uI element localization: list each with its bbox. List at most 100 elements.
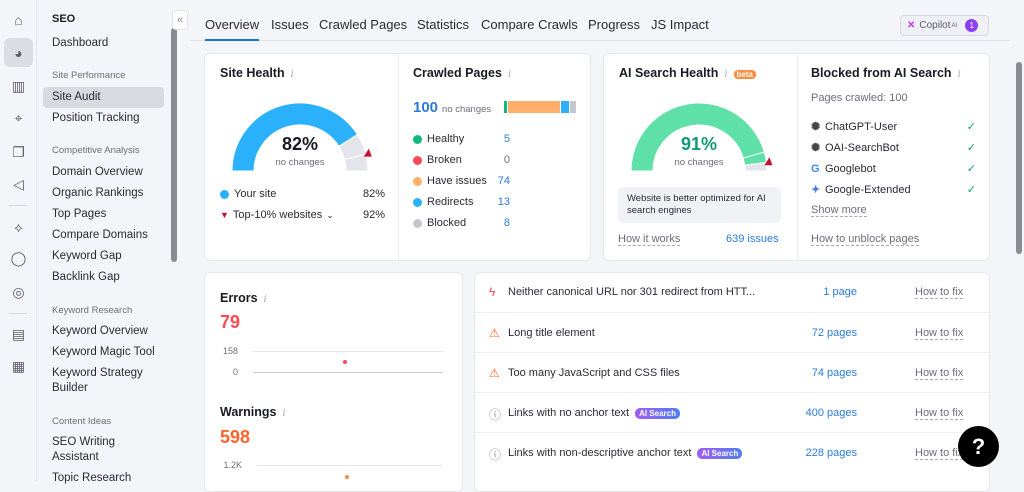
sidebar: SEO Dashboard Site Performance Site Audi… — [38, 0, 168, 484]
help-button[interactable]: ? — [958, 426, 999, 467]
sidebar-item-keyword-magic-tool[interactable]: Keyword Magic Tool — [52, 346, 155, 358]
how-it-works-link[interactable]: How it works — [618, 233, 681, 246]
check-icon: ✓ — [966, 184, 976, 196]
seo-icon[interactable]: ◕ — [4, 38, 33, 67]
how-to-fix-link[interactable]: How to fix — [915, 286, 964, 299]
copilot-icon: ✕ — [907, 20, 916, 31]
how-to-fix-link[interactable]: How to fix — [915, 447, 964, 460]
sidebar-item-keyword-strategy-builder[interactable]: Keyword Strategy Builder — [52, 367, 143, 394]
sidebar-item-domain-overview[interactable]: Domain Overview — [52, 166, 143, 178]
info-icon[interactable]: i — [957, 69, 961, 80]
issue-pages-link[interactable]: 72 pages — [811, 327, 857, 339]
check-icon: ✓ — [966, 121, 976, 133]
sidebar-item-position-tracking[interactable]: Position Tracking — [52, 112, 140, 124]
ai-health-gauge — [630, 102, 773, 172]
cursor-target-icon[interactable]: ◎ — [12, 284, 25, 300]
copilot-button[interactable]: ✕ Copilot AI 1 — [900, 15, 989, 36]
copy-icon[interactable]: ❐ — [12, 144, 25, 160]
tab-progress[interactable]: Progress — [588, 17, 641, 32]
ai-issues-link[interactable]: 639 issues — [726, 233, 779, 245]
sidebar-item-topic-research[interactable]: Topic Research — [52, 472, 132, 484]
how-to-fix-link[interactable]: How to fix — [915, 367, 964, 380]
report-chart-icon[interactable]: ▤ — [11, 326, 26, 342]
warnings-point — [345, 475, 349, 479]
row-value[interactable]: 0 — [503, 154, 510, 166]
sidebar-item-top-pages[interactable]: Top Pages — [52, 208, 107, 220]
issue-text[interactable]: Neither canonical URL nor 301 redirect f… — [508, 286, 756, 298]
megaphone-icon[interactable]: ◁ — [13, 176, 24, 192]
sidebar-item-dashboard[interactable]: Dashboard — [52, 37, 109, 49]
crawled-row-healthy[interactable]: Healthy — [413, 133, 578, 145]
issue-text[interactable]: Links with no anchor text — [508, 407, 630, 419]
apps-grid-icon[interactable]: ▦ — [11, 358, 26, 374]
sidebar-item-site-audit[interactable]: Site Audit — [43, 87, 164, 108]
beta-badge: beta — [733, 70, 756, 79]
issue-text[interactable]: Too many JavaScript and CSS files — [508, 367, 680, 379]
sidebar-item-organic-rankings[interactable]: Organic Rankings — [52, 187, 144, 199]
location-pin-icon[interactable]: ⌖ — [14, 110, 23, 126]
site-health-card: Site Health i 82% no changes Your site 82%… — [204, 53, 591, 261]
warnings-value[interactable]: 598 — [220, 427, 251, 447]
info-icon[interactable]: i — [263, 294, 267, 305]
info-icon[interactable]: i — [290, 69, 294, 80]
sidebar-scrollbar[interactable] — [170, 0, 178, 481]
how-to-fix-link[interactable]: How to fix — [915, 407, 964, 420]
issue-link[interactable]: Long title element — [508, 327, 595, 339]
crawled-row-have-issues[interactable]: Have issues — [413, 175, 578, 187]
info-icon[interactable]: i — [282, 408, 286, 419]
ai-icon[interactable]: ⟡ — [13, 219, 24, 235]
chat-icon[interactable]: ◯ — [10, 250, 27, 266]
sidebar-item-keyword-overview[interactable]: Keyword Overview — [52, 325, 148, 337]
tab-issues[interactable]: Issues — [271, 17, 309, 32]
bot-name: OAI-SearchBot — [825, 141, 899, 154]
row-value[interactable]: 13 — [497, 196, 510, 208]
issue-text[interactable]: Links with non-descriptive anchor text — [508, 447, 692, 459]
row-value[interactable]: 8 — [503, 217, 510, 229]
errors-warnings-card: Errors i 79 158 0 Warnings i 598 1.2K — [204, 272, 463, 492]
row-value[interactable]: 5 — [503, 133, 510, 145]
collapse-sidebar-button[interactable]: « — [172, 10, 188, 30]
crawled-row-broken[interactable]: Broken — [413, 154, 578, 166]
issue-link[interactable]: Links with non-descriptive anchor text AI… — [508, 447, 743, 459]
copilot-count-badge: 1 — [965, 19, 979, 32]
site-health-title: Site Health i — [220, 66, 294, 80]
issue-link[interactable]: Links with no anchor text AI Search — [508, 407, 680, 419]
issue-pages-link[interactable]: 1 page — [823, 286, 857, 298]
sidebar-item-keyword-gap[interactable]: Keyword Gap — [52, 250, 122, 262]
divider — [9, 313, 27, 314]
show-more-link[interactable]: Show more — [811, 204, 867, 217]
sidebar-item-compare-domains[interactable]: Compare Domains — [52, 229, 148, 241]
bar-chart-icon[interactable]: ▥ — [11, 78, 26, 94]
home-icon[interactable]: ⌂ — [14, 11, 23, 28]
issue-pages-link[interactable]: 228 pages — [805, 447, 857, 459]
crawled-row-redirects[interactable]: Redirects — [413, 196, 578, 208]
sidebar-item-backlink-gap[interactable]: Backlink Gap — [52, 271, 120, 283]
bot-row: ✦ Google-Extended ✓ — [811, 183, 976, 197]
crawled-row-blocked[interactable]: Blocked — [413, 217, 578, 229]
errors-value[interactable]: 79 — [220, 312, 241, 332]
info-icon[interactable]: i — [724, 69, 728, 80]
issue-text[interactable]: Long title element — [508, 327, 595, 339]
sidebar-item-seo-writing-assistant[interactable]: SEO Writing Assistant — [52, 436, 116, 463]
tab-compare-crawls[interactable]: Compare Crawls — [481, 17, 578, 32]
issue-pages-link[interactable]: 74 pages — [811, 367, 857, 379]
tab-crawled-pages[interactable]: Crawled Pages — [319, 17, 408, 32]
tab-js-impact[interactable]: JS Impact — [651, 17, 709, 32]
issue-pages-link[interactable]: 400 pages — [805, 407, 857, 419]
tab-overview[interactable]: Overview — [205, 17, 260, 41]
bot-row: ✺ OAI-SearchBot ✓ — [811, 141, 976, 155]
page-scrollbar[interactable] — [1014, 0, 1024, 481]
scrollbar-thumb[interactable] — [171, 28, 177, 262]
how-to-fix-link[interactable]: How to fix — [915, 327, 964, 340]
legend-top10-dropdown[interactable]: ▼ Top-10% websites ⌄ 92% — [220, 209, 385, 221]
unblock-pages-link[interactable]: How to unblock pages — [811, 233, 920, 246]
issue-link[interactable]: Too many JavaScript and CSS files — [508, 367, 680, 379]
bar-segment-redirects — [560, 101, 570, 113]
issue-link[interactable]: Neither canonical URL nor 301 redirect f… — [508, 286, 755, 298]
info-icon[interactable]: i — [507, 69, 512, 80]
scrollbar-thumb[interactable] — [1016, 62, 1022, 254]
tab-statistics[interactable]: Statistics — [417, 17, 470, 32]
chevron-down-icon: ⌄ — [326, 209, 334, 220]
row-value[interactable]: 74 — [497, 175, 510, 187]
gauge-remaining-arc — [744, 161, 768, 172]
